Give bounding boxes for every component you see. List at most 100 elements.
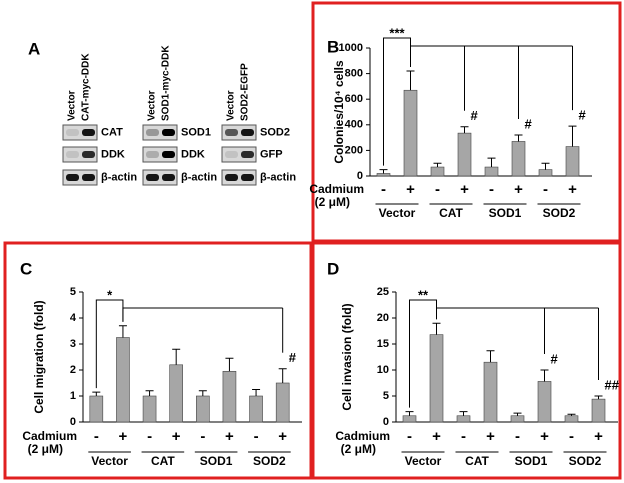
treatment-unit: (2 μM)	[315, 195, 350, 209]
panel-frame	[3, 241, 313, 480]
panel-letter: C	[20, 259, 32, 278]
y-tick-label: 1000	[339, 42, 363, 54]
error-bar	[594, 395, 603, 400]
band	[82, 151, 95, 158]
annotation: **	[418, 287, 429, 302]
bar	[483, 361, 498, 423]
bar	[222, 370, 237, 423]
y-tick-label: 0	[383, 416, 389, 428]
lane-label: Vector	[226, 90, 237, 121]
x-tick-label: +	[432, 428, 441, 445]
blot	[221, 169, 257, 186]
y-tick-label: 0	[357, 170, 363, 182]
bar	[116, 337, 130, 423]
band	[241, 151, 254, 158]
x-tick-label: -	[515, 428, 520, 445]
x-tick-label: +	[172, 428, 181, 445]
y-axis-label: Colonies/10⁴ cells	[332, 60, 346, 164]
error-bar	[459, 411, 468, 416]
group-label: Vector	[379, 206, 416, 220]
band	[241, 174, 254, 181]
blot	[142, 124, 178, 141]
x-tick-label: +	[568, 181, 577, 198]
group-label: SOD2	[253, 454, 286, 468]
group-label: SOD1	[515, 454, 548, 468]
bracket	[122, 307, 283, 322]
bar	[537, 381, 552, 423]
band	[82, 174, 95, 181]
y-tick-label: 5	[70, 286, 76, 298]
panel-letter: B	[327, 37, 339, 56]
group-label: SOD1	[489, 206, 522, 220]
group-label: CAT	[439, 206, 463, 220]
x-tick-label: +	[514, 181, 523, 198]
bar	[169, 364, 183, 423]
treatment-unit: (2 μM)	[28, 442, 63, 456]
band	[162, 129, 175, 136]
x-tick-label: +	[406, 181, 415, 198]
blot	[62, 169, 98, 186]
error-bar	[514, 134, 523, 142]
bar	[403, 89, 418, 177]
band	[225, 151, 238, 158]
lane-label: SOD2-EGFP	[240, 63, 251, 121]
band	[241, 129, 254, 136]
row-label: GFP	[260, 148, 283, 160]
y-tick-label: 200	[345, 144, 363, 156]
y-tick-label: 800	[345, 68, 363, 80]
row-label: DDK	[181, 148, 205, 160]
treatment-label: Cadmium	[309, 182, 364, 196]
x-tick-label: -	[407, 428, 412, 445]
annotation: *	[107, 287, 113, 302]
x-tick-label: +	[540, 428, 549, 445]
band	[162, 174, 175, 181]
lane-label: Vector	[147, 90, 158, 121]
bracket	[436, 307, 599, 320]
row-label: β-actin	[260, 171, 296, 183]
x-tick-label: -	[569, 428, 574, 445]
error-bar	[487, 157, 496, 168]
band	[225, 174, 238, 181]
group-label: SOD1	[200, 454, 233, 468]
y-tick-label: 4	[70, 312, 77, 324]
bar	[196, 395, 210, 423]
blot	[221, 146, 257, 163]
lane-label: CAT-myc-DDK	[81, 53, 92, 121]
x-tick-label: -	[381, 181, 386, 198]
x-tick-label: -	[254, 428, 259, 445]
band	[146, 151, 159, 158]
error-bar	[172, 348, 181, 365]
error-bar	[379, 169, 388, 174]
group-label: SOD2	[569, 454, 602, 468]
row-label: β-actin	[181, 171, 217, 183]
group-label: CAT	[151, 454, 175, 468]
x-tick-label: +	[119, 428, 128, 445]
bar	[484, 166, 499, 177]
error-bar	[145, 390, 154, 396]
x-tick-label: +	[460, 181, 469, 198]
panel-frame	[311, 1, 622, 243]
error-bar	[433, 162, 442, 168]
y-tick-label: 3	[70, 338, 76, 350]
error-bar	[567, 413, 576, 416]
y-tick-label: 15	[377, 338, 389, 350]
bar	[511, 141, 526, 177]
annotation: #	[579, 108, 587, 123]
row-label: SOD2	[260, 126, 290, 138]
annotation: ***	[389, 25, 405, 40]
error-bar	[118, 325, 127, 338]
panel-letter: A	[28, 39, 40, 58]
bar	[538, 169, 553, 177]
x-tick-label: -	[435, 181, 440, 198]
y-tick-label: 10	[377, 364, 389, 376]
group-label: Vector	[405, 454, 442, 468]
annotation: #	[289, 350, 297, 365]
blot	[142, 146, 178, 163]
blot	[62, 146, 98, 163]
y-tick-label: 2	[70, 364, 76, 376]
lane-label: SOD1-myc-DDK	[161, 45, 172, 121]
panel-letter: D	[327, 259, 339, 278]
y-tick-label: 1	[70, 390, 76, 402]
error-bar	[486, 350, 495, 363]
